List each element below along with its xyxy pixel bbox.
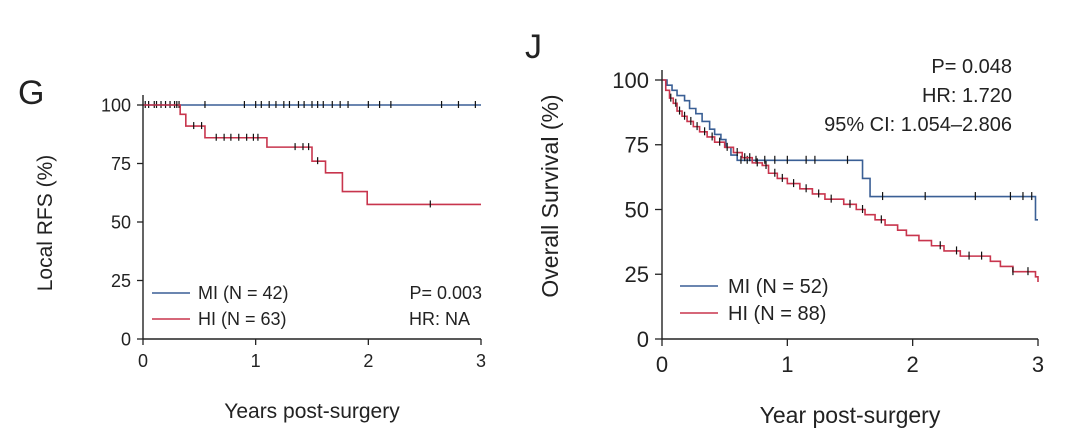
y-tick-label-j-75: 75 [625, 133, 649, 158]
survival-curves-j [662, 79, 1039, 283]
x-tick-label-g-0: 0 [138, 351, 148, 371]
axes-g [142, 95, 481, 340]
x-tick-label-j-2: 2 [907, 352, 919, 377]
x-tick-label-j-1: 1 [781, 352, 793, 377]
y-tick-label-j-50: 50 [625, 197, 649, 222]
y-tick-label-j-0: 0 [637, 327, 649, 352]
hazard-ratio-j: HR: 1.720 [922, 85, 1012, 107]
axis-ticks-j: 0 25 50 75 100 0 1 2 3 [612, 68, 1044, 377]
y-tick-label-g-0: 0 [121, 329, 131, 349]
y-tick-label-g-100: 100 [101, 95, 131, 115]
axes-j [661, 70, 1038, 340]
x-tick-label-g-1: 1 [251, 351, 261, 371]
legend-label-mi-g: MI (N = 42) [198, 283, 289, 303]
p-value-g: P= 0.003 [409, 283, 482, 303]
legend-label-hi-g: HI (N = 63) [198, 309, 287, 329]
panel-label-g: G [18, 74, 44, 112]
survival-curves-g [143, 101, 481, 208]
confidence-interval-j: 95% CI: 1.054–2.806 [824, 114, 1012, 136]
legend-label-mi-j: MI (N = 52) [728, 276, 829, 298]
legend-g: MI (N = 42) HI (N = 63) [152, 283, 289, 329]
axis-ticks-g: 0 25 50 75 100 0 1 2 3 [101, 95, 486, 371]
survival-curve-hi-g [143, 104, 481, 206]
legend-label-hi-j: HI (N = 88) [728, 303, 826, 325]
y-tick-label-j-25: 25 [625, 262, 649, 287]
x-tick-label-j-3: 3 [1032, 352, 1044, 377]
x-tick-label-g-2: 2 [363, 351, 373, 371]
y-tick-label-g-50: 50 [111, 212, 131, 232]
x-tick-label-g-3: 3 [476, 351, 486, 371]
p-value-j: P= 0.048 [931, 56, 1012, 78]
y-axis-label-j: Overall Survival (%) [537, 94, 563, 297]
x-tick-label-j-0: 0 [656, 352, 668, 377]
legend-j: MI (N = 52) HI (N = 88) [680, 276, 829, 325]
hazard-ratio-g: HR: NA [409, 309, 470, 329]
panel-g: G Local RFS (%) Years post-surgery 0 25 50… [18, 74, 486, 423]
survival-curve-hi-j [662, 79, 1039, 283]
x-axis-label-g: Years post-surgery [224, 400, 400, 423]
y-axis-label-g: Local RFS (%) [34, 155, 57, 292]
y-tick-label-g-25: 25 [111, 271, 131, 291]
panel-label-j: J [525, 28, 542, 66]
x-axis-label-j: Year post-surgery [760, 402, 941, 428]
survival-curve-mi-j [662, 79, 1038, 221]
y-tick-label-g-75: 75 [111, 154, 131, 174]
y-tick-label-j-100: 100 [612, 68, 649, 93]
panel-j: J Overall Survival (%) Year post-surgery… [525, 28, 1044, 428]
